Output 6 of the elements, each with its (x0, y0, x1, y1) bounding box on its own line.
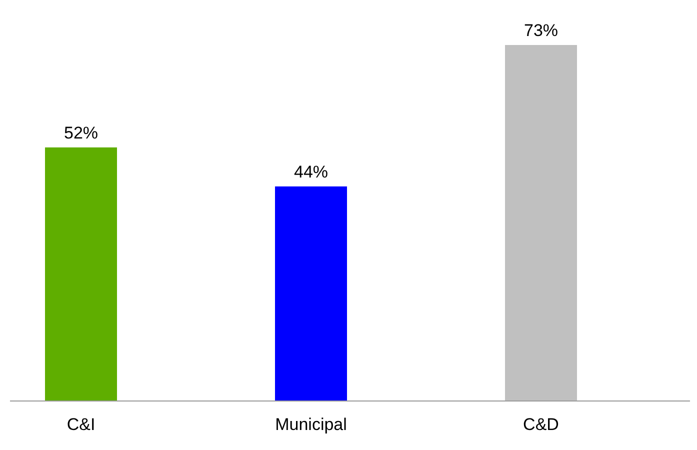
x-tick-label: C&I (66, 415, 96, 434)
x-tick-label: Municipal (275, 415, 347, 434)
data-label: 73% (524, 21, 558, 40)
data-label: 44% (294, 162, 328, 182)
x-tick-label: C&D (523, 415, 559, 434)
data-label: 52% (64, 123, 98, 142)
